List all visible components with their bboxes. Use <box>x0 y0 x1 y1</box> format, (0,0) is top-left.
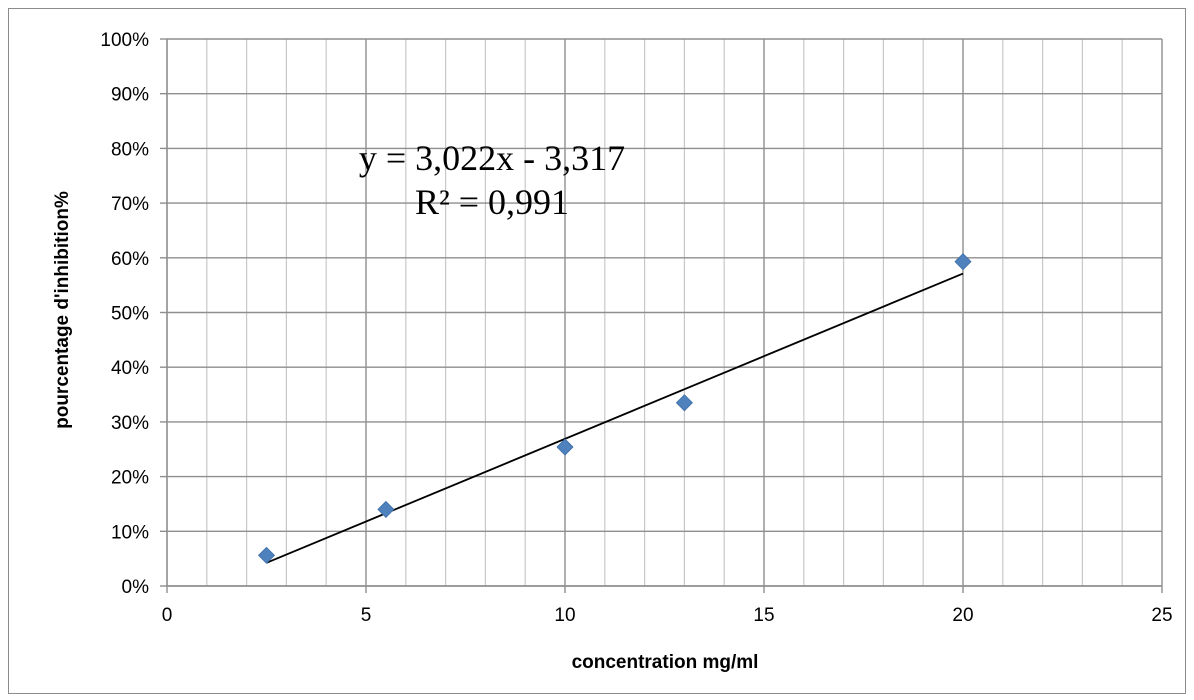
y-tick-label: 0% <box>122 577 150 598</box>
x-tick-label: 5 <box>361 605 372 626</box>
y-tick-label: 100% <box>100 30 149 51</box>
y-tick-label: 80% <box>111 139 149 160</box>
y-tick-label: 40% <box>111 358 149 379</box>
y-tick-label: 50% <box>111 304 149 325</box>
y-tick-label: 70% <box>111 194 149 215</box>
data-point-diamond <box>377 500 395 518</box>
trendline-line <box>266 272 964 564</box>
x-tick-label: 10 <box>554 605 575 626</box>
y-axis-title: pourcentage d'inhibition% <box>52 191 73 429</box>
chart-frame <box>8 8 1186 694</box>
data-points <box>257 253 972 564</box>
data-point-diamond <box>556 438 574 456</box>
data-point-diamond <box>954 253 972 271</box>
x-tick-label: 0 <box>162 605 173 626</box>
labels: y = 3,022x - 3,317 R² = 0,991 concentrat… <box>52 138 758 673</box>
y-tick-label: 30% <box>111 413 149 434</box>
grid <box>167 38 1163 587</box>
data-point-diamond <box>675 394 693 412</box>
axes: 0% 10% 20% 30% 40% 50% 60% 70% 80% 90% 100% 0 5 10 15 2… <box>100 30 1172 626</box>
r-squared-label: R² = 0,991 <box>415 182 569 222</box>
trendline-equation: y = 3,022x - 3,317 <box>359 138 625 178</box>
y-tick-label: 90% <box>111 85 149 106</box>
y-tick-label: 20% <box>111 468 149 489</box>
x-axis-title: concentration mg/ml <box>572 652 759 673</box>
data-point-diamond <box>257 546 276 564</box>
x-tick-label: 20 <box>952 605 973 626</box>
x-tick-label: 15 <box>753 605 774 626</box>
x-tick-label: 25 <box>1151 605 1172 626</box>
y-tick-label: 60% <box>111 249 149 270</box>
trendline <box>266 272 964 564</box>
y-tick-label: 10% <box>111 522 149 543</box>
